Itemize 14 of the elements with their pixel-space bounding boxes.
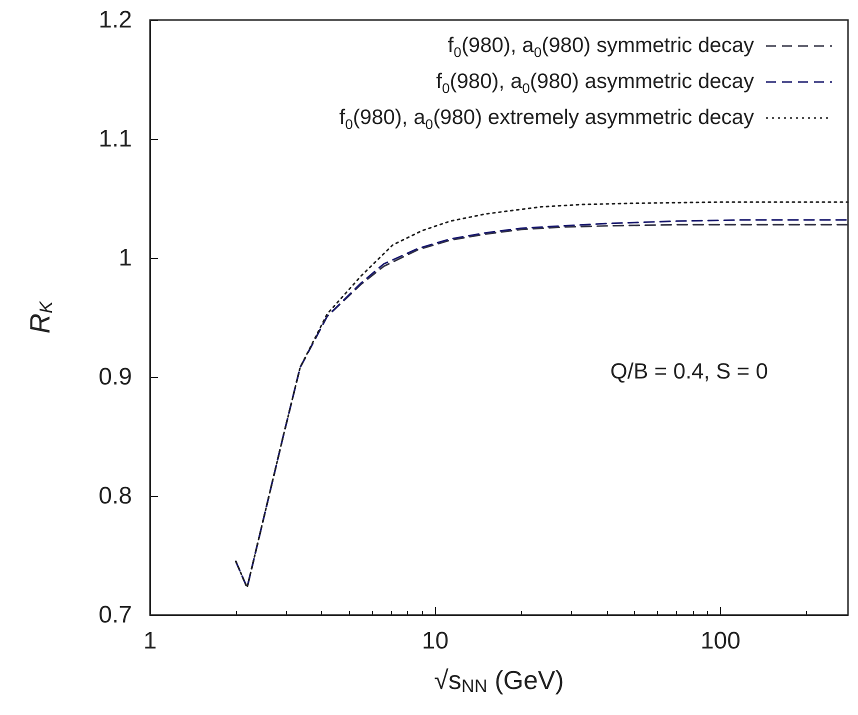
x-tick-label: 100 xyxy=(700,628,740,654)
y-tick-label: 1.2 xyxy=(98,6,132,34)
y-tick-label: 0.9 xyxy=(98,364,132,390)
y-tick-label: 1.1 xyxy=(98,126,132,152)
legend-label: f$_{0}$(980), a$_{0}$(980) symmetric decay xyxy=(448,33,754,62)
x-tick-label: 1 xyxy=(143,628,157,654)
y-axis-title: RK xyxy=(24,300,56,334)
legend-label: f$_{0}$(980), a$_{0}$(980) asymmetric decay xyxy=(436,69,754,98)
annotation: Q/B = 0.4, S = 0 xyxy=(610,358,768,384)
y-tick-label: 0.7 xyxy=(98,602,132,628)
y-tick-label: 0.8 xyxy=(98,482,132,510)
y-tick-label: 1 xyxy=(118,244,132,272)
legend-label: f$_{0}$(980), a$_{0}$(980) extremely asymmetric decay xyxy=(339,105,754,134)
x-tick-label: 10 xyxy=(422,628,449,654)
